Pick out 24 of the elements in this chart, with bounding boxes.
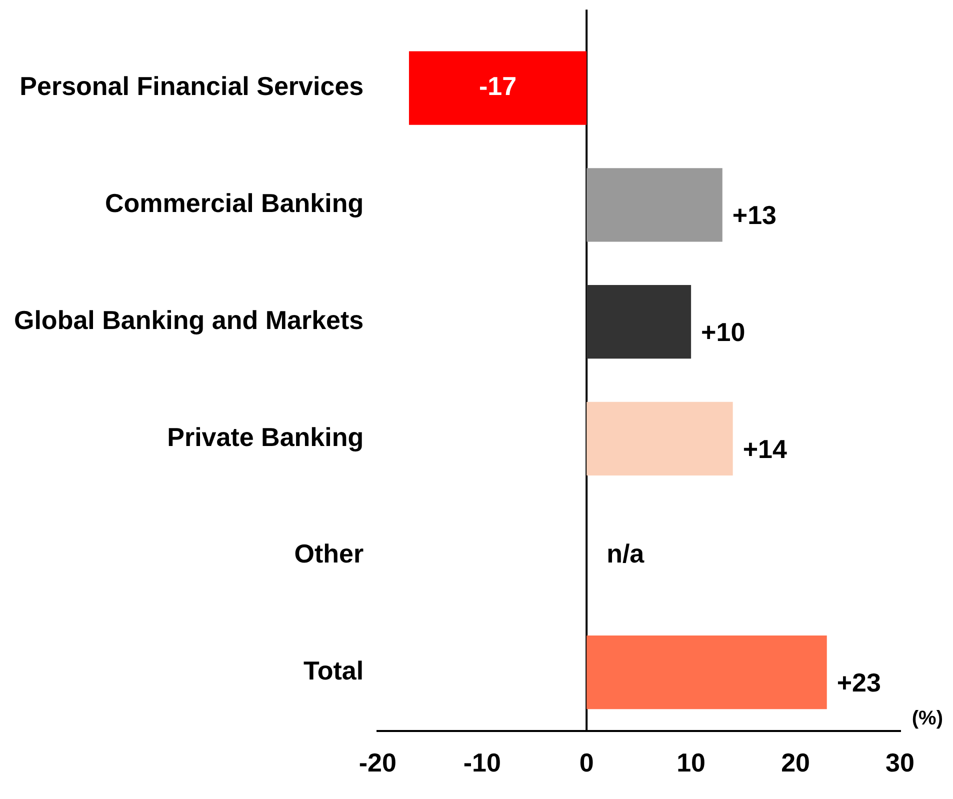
bar [586,402,733,476]
y-tick-label: Private Banking [167,422,364,452]
bar [586,636,827,710]
y-tick-label: Other [294,538,364,569]
x-tick-label: 0 [579,748,594,778]
data-label: -17 [478,71,517,102]
bar [408,51,587,125]
text: n/a [606,538,644,569]
bar [586,168,722,242]
data-label: +14 [742,434,788,464]
y-tick-label: Total [303,656,364,686]
y-tick-label: Global Banking and Markets [14,304,364,335]
x-axis-title: (%) [912,707,943,730]
x-tick-label: 30 [886,748,914,778]
x-tick-label: -20 [358,748,396,778]
x-tick-label: 20 [781,748,810,778]
data-label: +13 [732,200,777,230]
y-tick-label: Commercial Banking [104,188,364,218]
bar [586,284,692,359]
y-tick-label: Personal Financial Services [20,71,364,102]
x-tick-label: 10 [676,748,706,778]
data-label: +23 [836,668,881,698]
data-label: +10 [701,316,746,347]
x-tick-label: -10 [463,748,501,778]
